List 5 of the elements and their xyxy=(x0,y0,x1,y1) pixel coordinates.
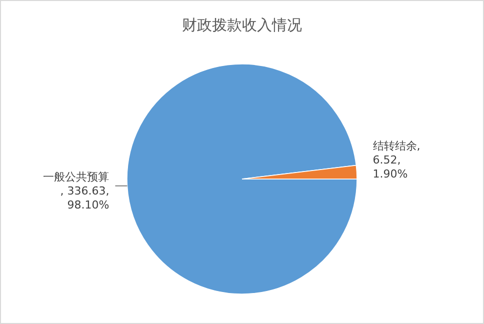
slice-label: 一般公共预算 xyxy=(43,170,110,184)
data-label: , 336.63, 98.10% xyxy=(60,184,110,212)
chart-title: 财政拨款收入情况 xyxy=(182,16,302,34)
slice-label: 结转结余, 6.52, 1.90% xyxy=(372,140,420,181)
pie-slice xyxy=(126,64,358,294)
